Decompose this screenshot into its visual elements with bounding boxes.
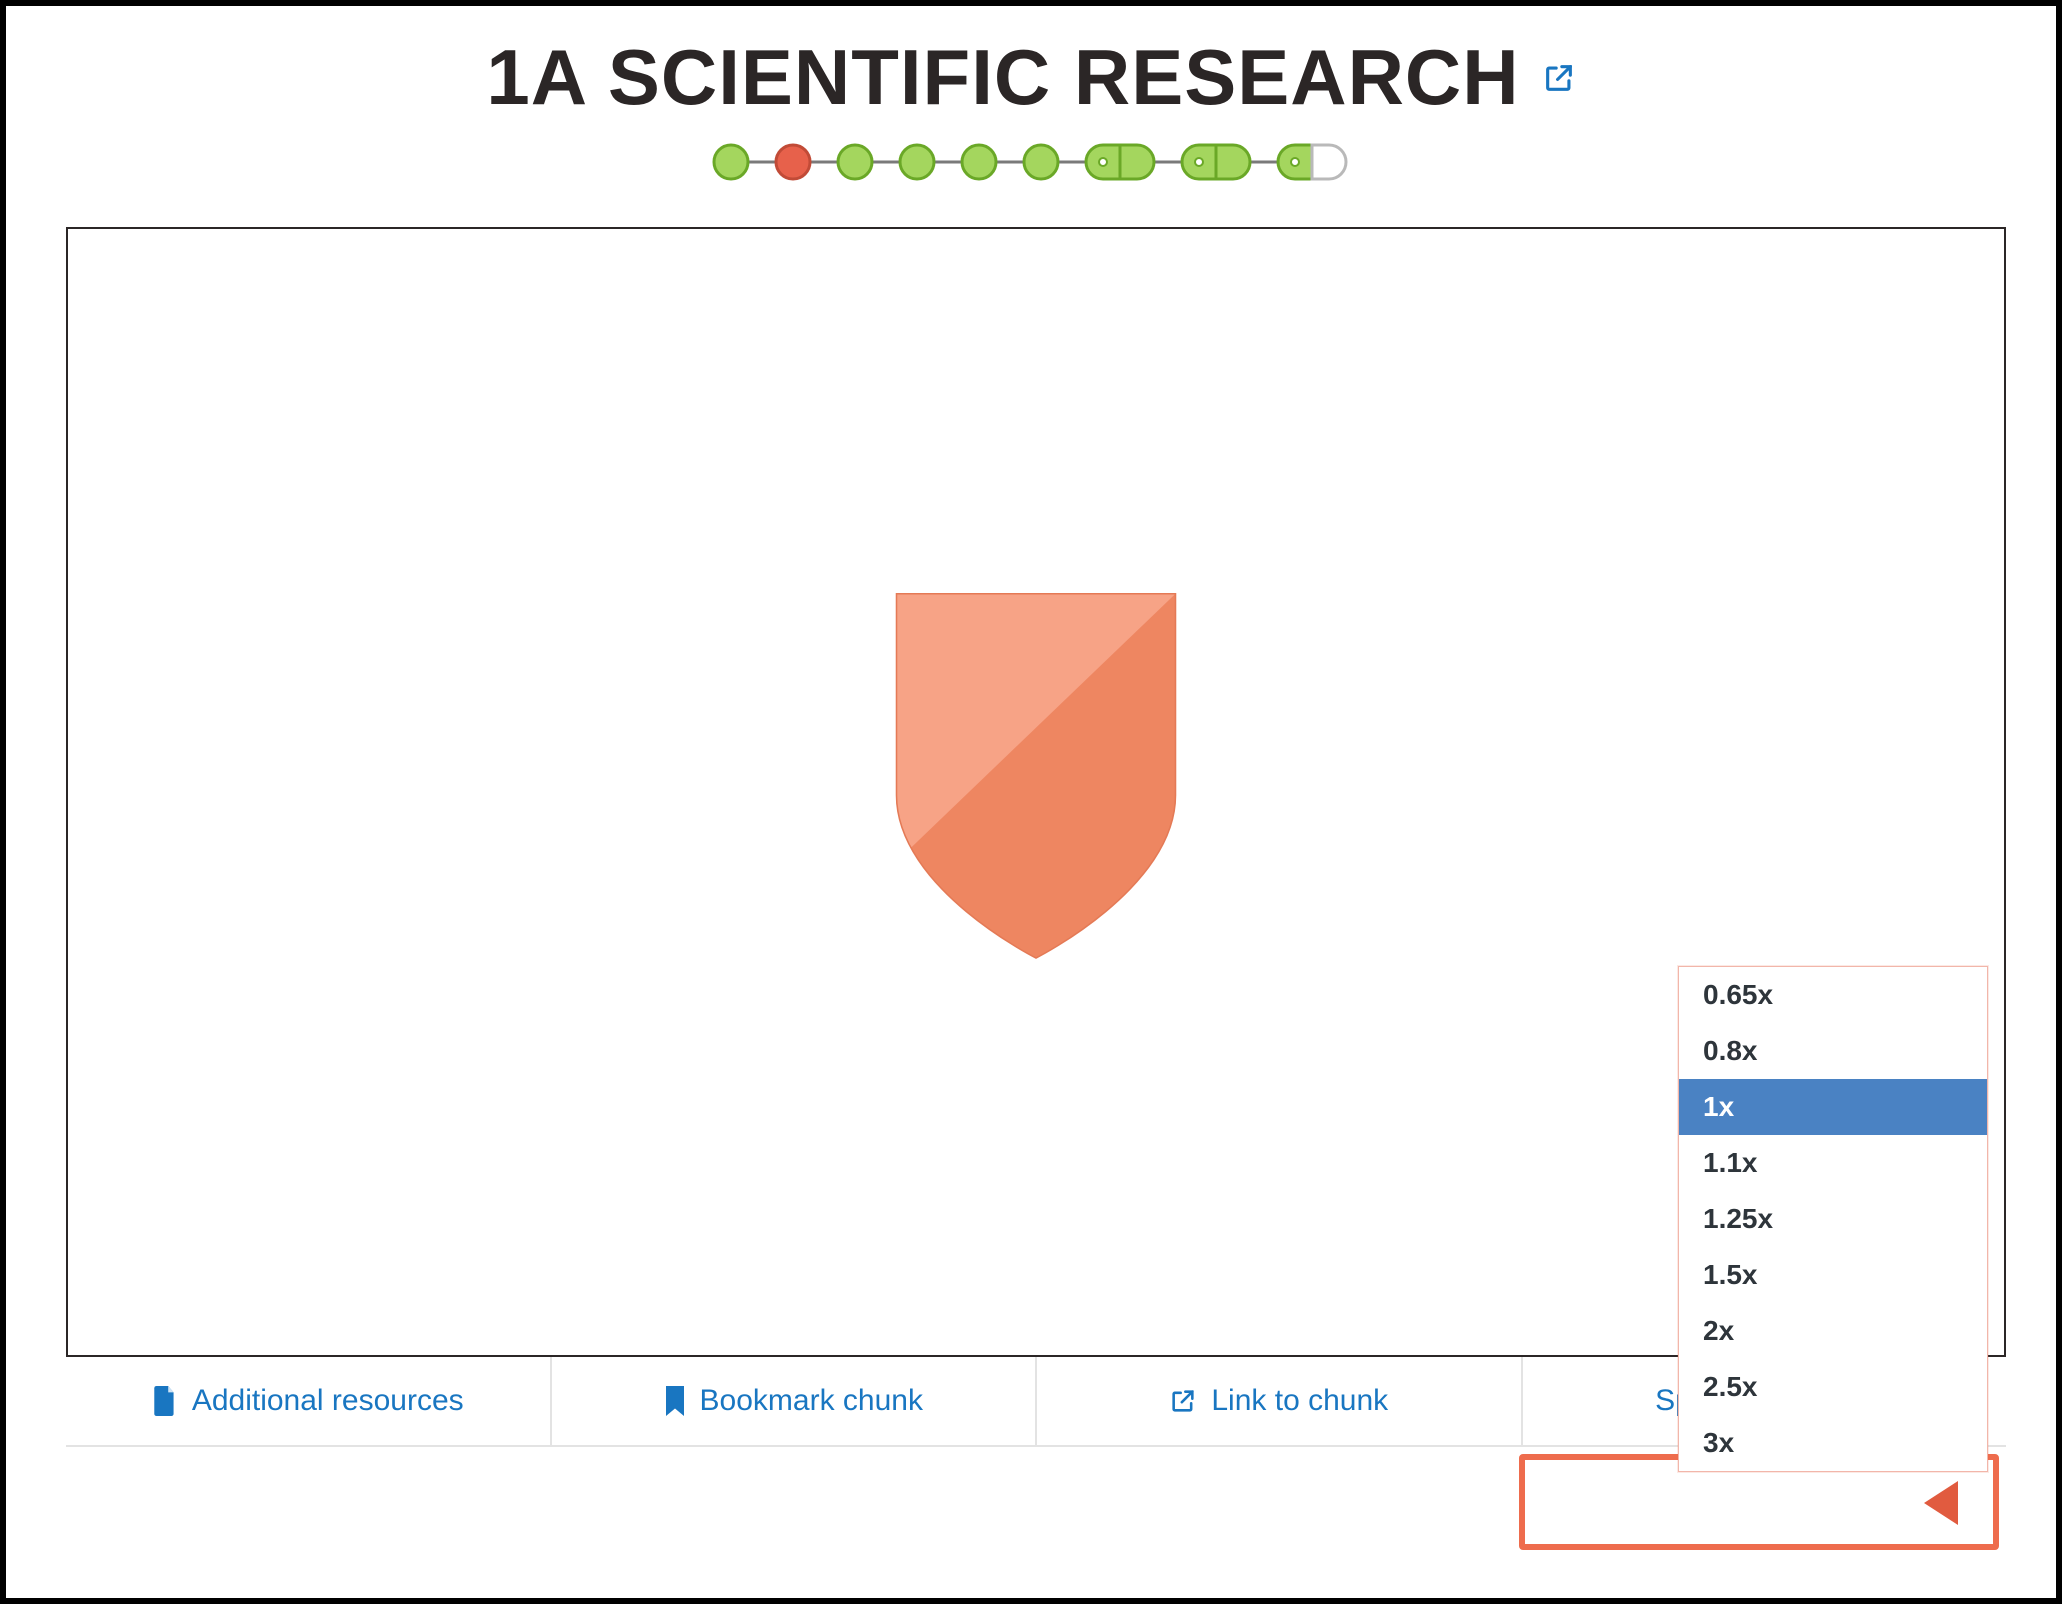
speed-option[interactable]: 1x (1679, 1079, 1987, 1135)
speed-option[interactable]: 0.65x (1679, 967, 1987, 1023)
bookmark-chunk-label: Bookmark chunk (700, 1384, 923, 1418)
additional-resources-label: Additional resources (192, 1384, 464, 1418)
file-icon (152, 1386, 178, 1416)
bookmark-icon (664, 1386, 686, 1416)
link-to-chunk-button[interactable]: Link to chunk (1037, 1357, 1523, 1445)
speed-option[interactable]: 0.8x (1679, 1023, 1987, 1079)
additional-resources-button[interactable]: Additional resources (66, 1357, 552, 1445)
title-row: 1A SCIENTIFIC RESEARCH (66, 32, 1996, 123)
app-frame: 1A SCIENTIFIC RESEARCH (0, 0, 2062, 1604)
shield-logo (881, 577, 1191, 967)
share-icon[interactable] (1542, 61, 1576, 95)
speed-option[interactable]: 1.25x (1679, 1191, 1987, 1247)
progress-svg (709, 137, 1354, 187)
link-to-chunk-label: Link to chunk (1211, 1384, 1388, 1418)
share-icon (1169, 1387, 1197, 1415)
speed-option[interactable]: 3x (1679, 1415, 1987, 1471)
speed-option[interactable]: 2x (1679, 1303, 1987, 1359)
speed-option[interactable]: 1.5x (1679, 1247, 1987, 1303)
speed-option[interactable]: 2.5x (1679, 1359, 1987, 1415)
bookmark-chunk-button[interactable]: Bookmark chunk (552, 1357, 1038, 1445)
progress-tracker (66, 137, 1996, 187)
page-title: 1A SCIENTIFIC RESEARCH (486, 32, 1519, 123)
annotation-arrow-icon (1924, 1481, 1958, 1525)
speed-menu: 0.65x0.8x1x1.1x1.25x1.5x2x2.5x3x (1678, 966, 1988, 1472)
speed-option[interactable]: 1.1x (1679, 1135, 1987, 1191)
